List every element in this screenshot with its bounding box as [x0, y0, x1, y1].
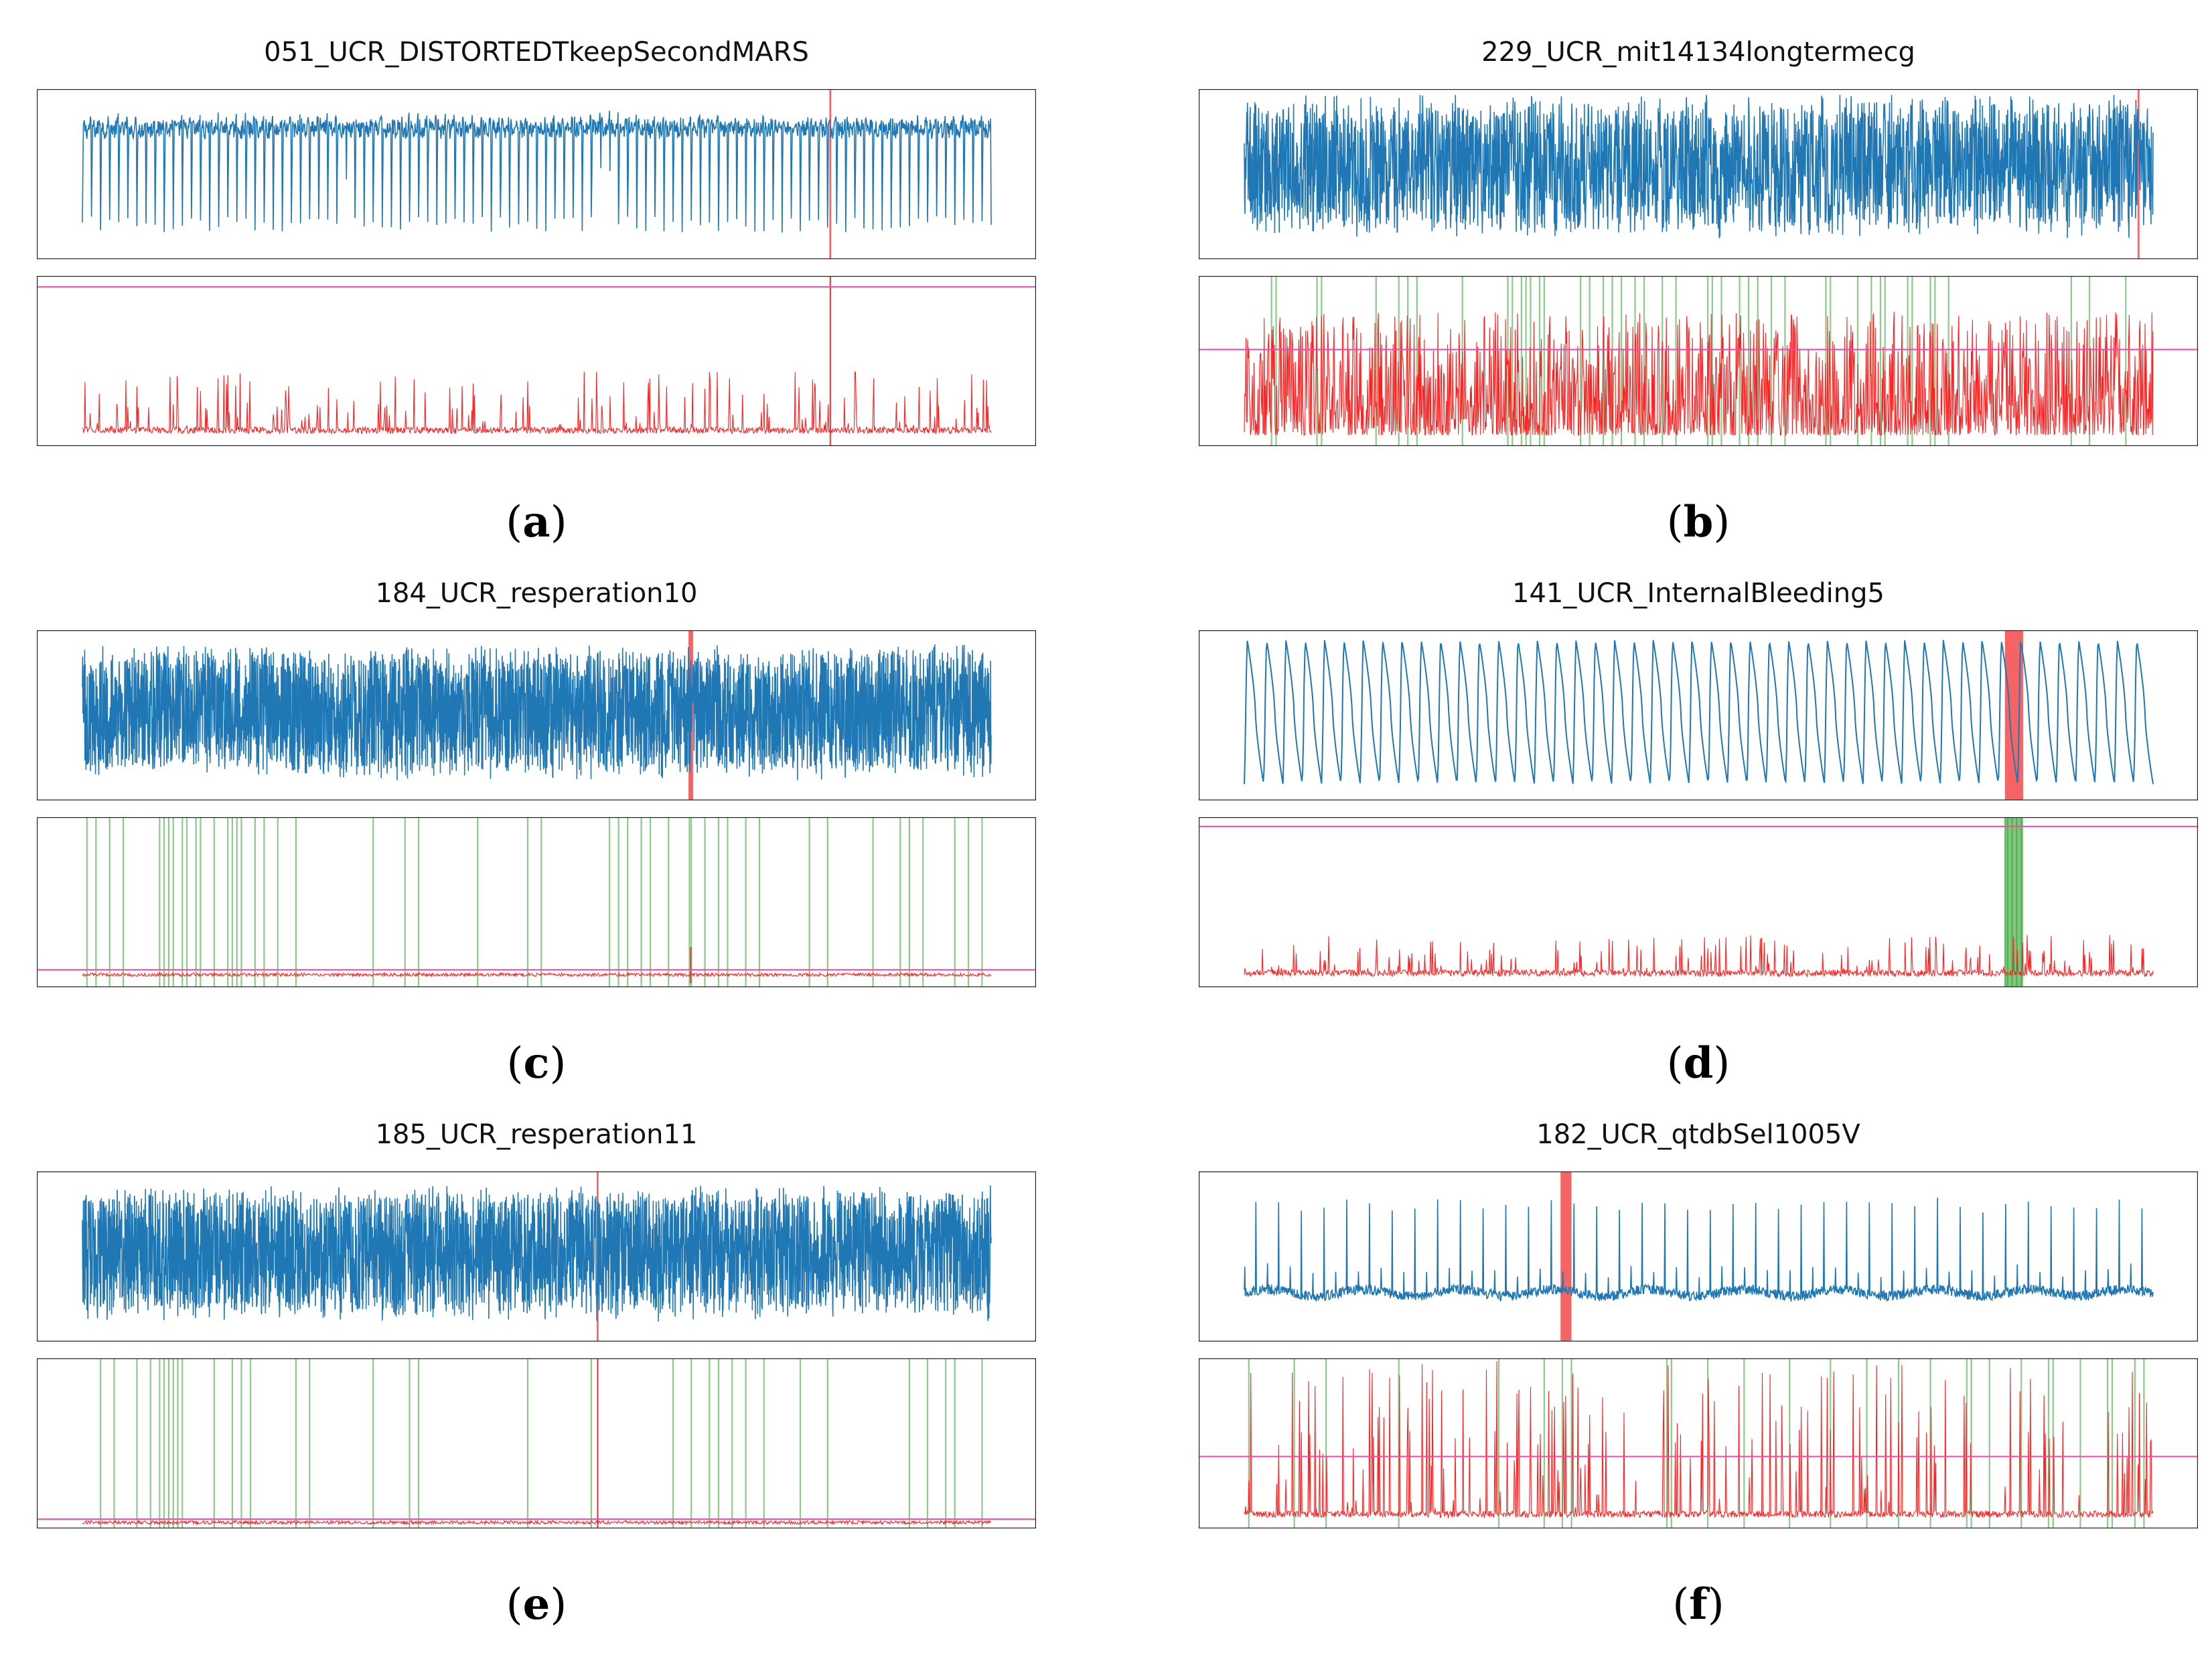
panel-caption: (f) — [1672, 1579, 1724, 1630]
panel-b: 229_UCR_mit14134longtermecg (b) — [1199, 0, 2198, 549]
score-plot — [1199, 276, 2198, 446]
panel-caption: (d) — [1666, 1038, 1730, 1088]
score-line — [82, 971, 992, 978]
signal-plot — [37, 89, 1036, 259]
signal-line — [82, 1185, 992, 1322]
signal-plot — [1199, 630, 2198, 800]
score-line — [1244, 311, 2154, 437]
signal-svg — [37, 89, 1036, 259]
score-line — [1244, 1361, 2154, 1519]
panel-f: 182_UCR_qtdbSel1005V (f) — [1199, 1082, 2198, 1632]
score-line — [1244, 935, 2154, 978]
panel-caption: (c) — [506, 1038, 567, 1088]
score-plot — [1199, 1358, 2198, 1528]
caption-letter: f — [1689, 1579, 1708, 1630]
score-line — [82, 371, 992, 435]
plot-frame — [37, 276, 1036, 446]
signal-line — [1244, 640, 2154, 784]
signal-plot — [1199, 89, 2198, 259]
panel-caption: (e) — [506, 1579, 567, 1630]
score-svg — [37, 1358, 1036, 1528]
score-plot — [37, 276, 1036, 446]
score-svg — [1199, 817, 2198, 987]
signal-plot — [37, 630, 1036, 800]
anomaly-region — [2137, 90, 2140, 259]
score-line — [82, 1519, 992, 1526]
caption-letter: e — [522, 1579, 550, 1630]
plot-frame — [37, 1358, 1036, 1528]
plot-frame — [37, 817, 1036, 987]
chart-title: 185_UCR_resperation11 — [375, 1119, 698, 1150]
signal-line — [1244, 94, 2154, 238]
caption-letter: d — [1683, 1038, 1714, 1088]
panel-a: 051_UCR_DISTORTEDTkeepSecondMARS (a) — [37, 0, 1036, 549]
chart-title: 182_UCR_qtdbSel1005V — [1536, 1119, 1860, 1150]
signal-plot — [1199, 1171, 2198, 1342]
signal-svg — [1199, 1171, 2198, 1342]
anomaly-region — [1560, 1172, 1572, 1341]
chart-title: 141_UCR_InternalBleeding5 — [1512, 578, 1885, 609]
signal-plot — [37, 1171, 1036, 1342]
signal-svg — [37, 630, 1036, 800]
signal-svg — [37, 1171, 1036, 1342]
signal-svg — [1199, 89, 2198, 259]
score-plot — [37, 817, 1036, 987]
score-svg — [1199, 276, 2198, 446]
caption-letter: a — [522, 497, 550, 547]
signal-line — [82, 111, 992, 233]
score-plot — [1199, 817, 2198, 987]
panel-caption: (a) — [506, 497, 567, 547]
anomaly-region — [829, 90, 832, 259]
plot-frame — [1199, 1171, 2198, 1342]
caption-letter: b — [1683, 497, 1714, 547]
chart-title: 229_UCR_mit14134longtermecg — [1481, 37, 1915, 68]
score-plot — [37, 1358, 1036, 1528]
plot-frame — [1199, 817, 2198, 987]
panel-e: 185_UCR_resperation11 (e) — [37, 1082, 1036, 1632]
panel-c: 184_UCR_resperation10 (c) — [37, 541, 1036, 1090]
signal-line — [82, 644, 992, 781]
score-svg — [37, 276, 1036, 446]
caption-letter: c — [523, 1038, 550, 1088]
chart-title: 184_UCR_resperation10 — [375, 578, 698, 609]
chart-title: 051_UCR_DISTORTEDTkeepSecondMARS — [264, 37, 809, 68]
signal-line — [1244, 1198, 2154, 1303]
score-svg — [37, 817, 1036, 987]
signal-svg — [1199, 630, 2198, 800]
score-svg — [1199, 1358, 2198, 1528]
panel-d: 141_UCR_InternalBleeding5 (d) — [1199, 541, 2198, 1090]
panel-caption: (b) — [1666, 497, 1730, 547]
